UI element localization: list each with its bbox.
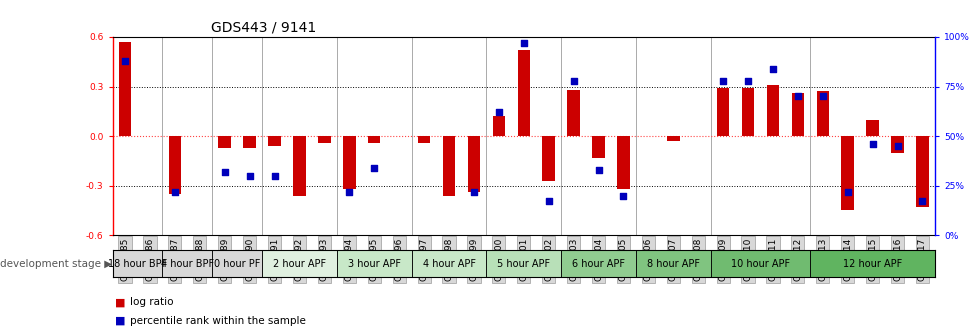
Bar <box>467 136 479 192</box>
Point <box>167 189 183 194</box>
Bar <box>636 250 710 277</box>
Point <box>366 165 381 170</box>
Text: ■: ■ <box>114 316 125 326</box>
Bar <box>710 250 810 277</box>
Bar <box>442 136 455 196</box>
Bar <box>592 136 604 158</box>
Point <box>839 189 855 194</box>
Point <box>615 193 631 198</box>
Bar <box>168 136 181 194</box>
Text: 2 hour APF: 2 hour APF <box>273 259 326 269</box>
Bar <box>616 136 629 189</box>
Bar <box>218 136 231 148</box>
Point <box>515 40 531 46</box>
Point <box>889 143 905 149</box>
Bar <box>244 136 255 148</box>
Bar <box>411 250 486 277</box>
Bar <box>517 50 529 136</box>
Point <box>864 141 879 147</box>
Text: 6 hour APF: 6 hour APF <box>571 259 624 269</box>
Bar <box>666 136 679 141</box>
Point <box>715 78 731 83</box>
Bar <box>318 136 331 143</box>
Bar <box>810 250 934 277</box>
Bar <box>118 42 131 136</box>
Point <box>491 110 507 115</box>
Bar <box>112 250 162 277</box>
Text: log ratio: log ratio <box>130 297 173 307</box>
Text: 5 hour APF: 5 hour APF <box>497 259 550 269</box>
Text: 4 hour APF: 4 hour APF <box>422 259 475 269</box>
Bar <box>268 136 281 146</box>
Text: 0 hour PF: 0 hour PF <box>214 259 260 269</box>
Text: 8 hour APF: 8 hour APF <box>646 259 699 269</box>
Text: development stage ▶: development stage ▶ <box>0 259 112 269</box>
Bar <box>492 116 505 136</box>
Point <box>739 78 755 83</box>
Bar <box>293 136 305 196</box>
Bar <box>567 90 579 136</box>
Text: percentile rank within the sample: percentile rank within the sample <box>130 316 306 326</box>
Text: 18 hour BPF: 18 hour BPF <box>108 259 167 269</box>
Point <box>789 94 805 99</box>
Bar <box>791 93 803 136</box>
Bar <box>560 250 636 277</box>
Point <box>590 167 605 172</box>
Bar <box>890 136 903 153</box>
Point <box>565 78 581 83</box>
Bar <box>915 136 928 207</box>
Point <box>117 58 133 64</box>
Bar <box>766 85 778 136</box>
Point <box>266 173 282 178</box>
Bar <box>716 88 729 136</box>
Point <box>242 173 257 178</box>
Bar <box>336 250 411 277</box>
Bar <box>212 250 262 277</box>
Bar <box>262 250 336 277</box>
Point <box>341 189 357 194</box>
Text: GDS443 / 9141: GDS443 / 9141 <box>211 20 316 34</box>
Bar <box>866 120 878 136</box>
Bar <box>368 136 380 143</box>
Bar <box>418 136 430 143</box>
Point <box>765 66 780 71</box>
Point <box>814 94 829 99</box>
Text: 10 hour APF: 10 hour APF <box>731 259 789 269</box>
Text: 3 hour APF: 3 hour APF <box>347 259 400 269</box>
Bar <box>342 136 355 189</box>
Text: ■: ■ <box>114 297 125 307</box>
Text: 12 hour APF: 12 hour APF <box>842 259 902 269</box>
Bar <box>542 136 555 181</box>
Bar <box>841 136 853 210</box>
Bar <box>741 88 753 136</box>
Point <box>913 199 929 204</box>
Text: 4 hour BPF: 4 hour BPF <box>160 259 213 269</box>
Point <box>540 199 556 204</box>
Point <box>217 169 233 174</box>
Bar <box>816 91 828 136</box>
Bar <box>162 250 212 277</box>
Point <box>466 189 481 194</box>
Bar <box>486 250 560 277</box>
